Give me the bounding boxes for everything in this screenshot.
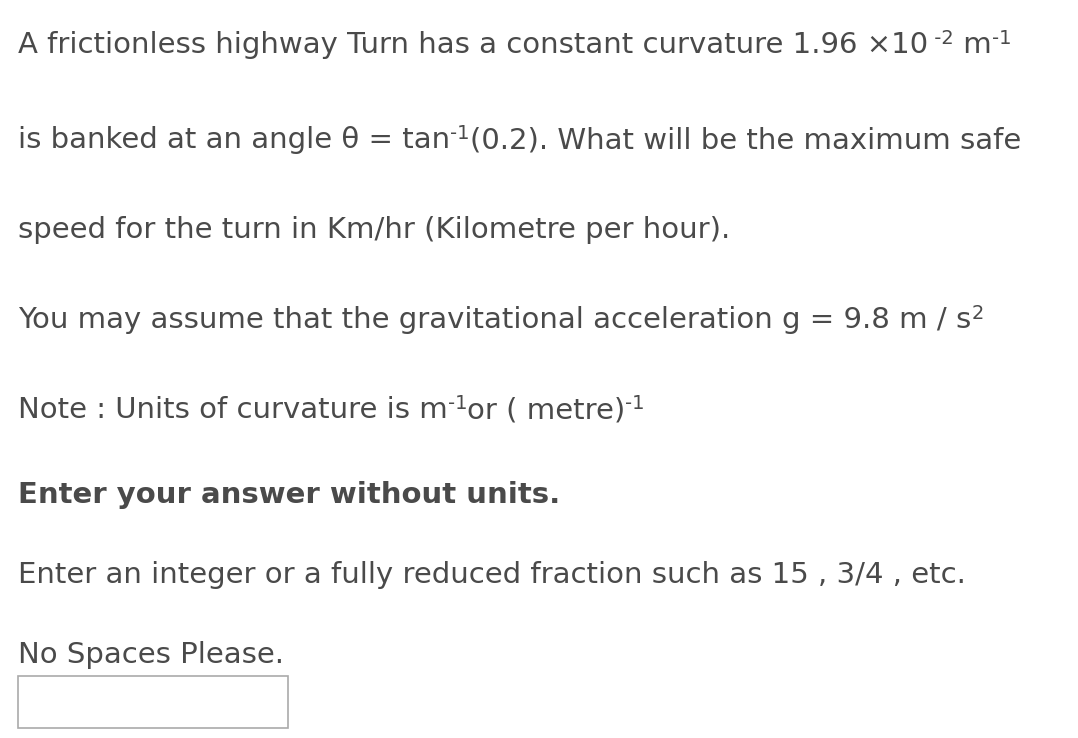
Text: No Spaces Please.: No Spaces Please. (18, 641, 284, 669)
Text: -2: -2 (928, 29, 954, 48)
Text: 2: 2 (971, 304, 983, 323)
Text: (0.2). What will be the maximum safe: (0.2). What will be the maximum safe (470, 126, 1021, 154)
Text: -1: -1 (625, 394, 645, 413)
Text: or ( metre): or ( metre) (467, 396, 625, 424)
Text: Note : Units of curvature is m: Note : Units of curvature is m (18, 396, 447, 424)
Bar (18, 676, 288, 728)
Text: Enter an integer or a fully reduced fraction such as 15 , 3/4 , etc.: Enter an integer or a fully reduced frac… (18, 561, 966, 589)
Text: You may assume that the gravitational acceleration g = 9.8 m / s: You may assume that the gravitational ac… (18, 306, 971, 334)
Text: A frictionless highway Turn has a constant curvature 1.96 ×10: A frictionless highway Turn has a consta… (18, 31, 928, 59)
Text: -1: -1 (451, 124, 470, 143)
Text: speed for the turn in Km/hr (Kilometre per hour).: speed for the turn in Km/hr (Kilometre p… (18, 216, 730, 244)
Text: -1: -1 (447, 394, 467, 413)
Text: -1: -1 (992, 29, 1011, 48)
Text: is banked at an angle θ = tan: is banked at an angle θ = tan (18, 126, 451, 154)
Text: Enter your answer without units.: Enter your answer without units. (18, 481, 561, 509)
Text: m: m (954, 31, 992, 59)
